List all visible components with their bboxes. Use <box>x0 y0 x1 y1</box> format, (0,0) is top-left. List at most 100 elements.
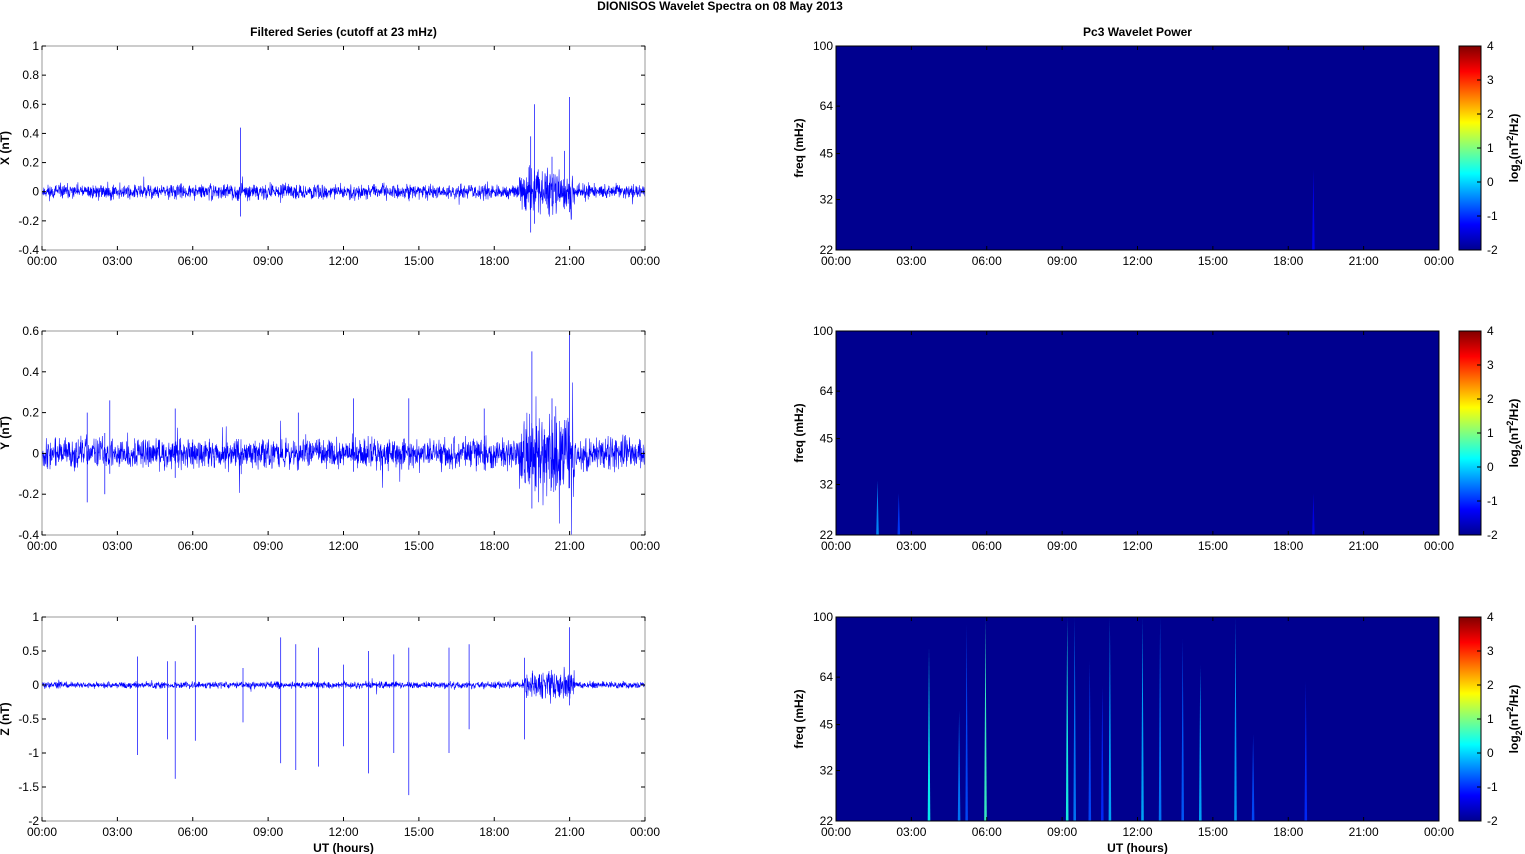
x-power-colorbar-tick-label: 1 <box>1487 141 1494 155</box>
x-series-ytick-label: 0.6 <box>22 97 39 111</box>
z-series-ytick-label: -1.5 <box>18 780 39 794</box>
x-series-ytick-label: 0 <box>32 185 39 199</box>
x-power-colorbar-label: log2(nT2/Hz) <box>1505 114 1524 183</box>
colorbar-label-part: log <box>1507 164 1521 182</box>
z-power-power-streak <box>1181 638 1184 821</box>
x-series-xtick-label: 06:00 <box>178 254 208 268</box>
y-power-power-field <box>836 331 1439 535</box>
z-power-xtick-label: 03:00 <box>896 825 926 839</box>
chart-panels: -0.4-0.200.20.40.60.81X (nT)00:0003:0006… <box>0 25 1524 854</box>
colorbar-label-part: /Hz) <box>1507 399 1521 421</box>
z-series-ytick-label: -1 <box>28 746 39 760</box>
z-series-xtick-label: 06:00 <box>178 825 208 839</box>
z-power-power-streak <box>1234 617 1237 821</box>
y-series-xtick-label: 00:00 <box>27 539 57 553</box>
x-power-ylabel: freq (mHz) <box>792 118 806 177</box>
z-series-panel: -2 -1.5 -1 -0.5 0 0.5 1 Z (nT) 00:00 03:00 06:00 09… <box>0 610 660 854</box>
z-power-ytick-label: 22 <box>820 814 834 828</box>
x-series-xtick-label: 03:00 <box>102 254 132 268</box>
y-series-xtick-label: 15:00 <box>404 539 434 553</box>
z-power-ylabel: freq (mHz) <box>792 689 806 748</box>
y-power-ytick-label: 45 <box>820 432 834 446</box>
y-series-ytick-label: -0.2 <box>18 487 39 501</box>
z-series-ytick-label: -2 <box>28 814 39 828</box>
colorbar-label-part: 2 <box>1505 707 1515 712</box>
z-power-power-streak <box>957 710 961 821</box>
z-power-power-streak <box>1158 617 1162 821</box>
y-series-panel: -0.4 -0.2 0 0.2 0.4 0.6 Y (nT) 00:00 03:00 06:00 0… <box>0 324 660 553</box>
x-series-xtick-label: 21:00 <box>555 254 585 268</box>
y-power-xtick-label: 06:00 <box>972 539 1002 553</box>
colorbar-label-part: 2 <box>1514 730 1524 735</box>
x-power-ytick-label: 32 <box>820 193 834 207</box>
colorbar-label-part: (nT <box>1507 711 1521 730</box>
z-series-ytick-label: 1 <box>32 610 39 624</box>
x-series-panel: -0.4 -0.2 0 0.2 0.4 0.6 0.8 1 X (nT) 00:00 03:00 06… <box>0 25 660 268</box>
x-series-xtick-label: 18:00 <box>479 254 509 268</box>
y-power-xtick-label: 03:00 <box>896 539 926 553</box>
z-series-ytick-label: 0 <box>32 678 39 692</box>
x-power-xtick-label: 18:00 <box>1273 254 1303 268</box>
y-power-xtick-label: 00:00 <box>821 539 851 553</box>
z-power-xtick-label: 12:00 <box>1122 825 1152 839</box>
colorbar-label-part: 2 <box>1505 421 1515 426</box>
x-power-colorbar-tick-label: 4 <box>1487 39 1494 53</box>
z-power-power-streak <box>1101 685 1104 821</box>
y-series-ytick-label: 0.6 <box>22 324 39 338</box>
y-power-colorbar-tick-label: 1 <box>1487 426 1494 440</box>
y-power-ytick-label: 64 <box>820 384 834 398</box>
y-series-xtick-label: 09:00 <box>253 539 283 553</box>
figure-title: DIONISOS Wavelet Spectra on 08 May 2013 <box>597 0 843 13</box>
z-power-colorbar-tick-label: 2 <box>1487 678 1494 692</box>
x-power-xtick-label: 15:00 <box>1198 254 1228 268</box>
colorbar-label-part: 2 <box>1514 444 1524 449</box>
z-power-colorbar-tick-label: 3 <box>1487 644 1494 658</box>
z-power-power-streak <box>1251 733 1255 821</box>
x-power-ytick-label: 45 <box>820 147 834 161</box>
z-power-xtick-label: 09:00 <box>1047 825 1077 839</box>
x-series-ytick-label: 0.2 <box>22 156 39 170</box>
y-series-ytick-label: 0 <box>32 446 39 460</box>
y-power-power-streak <box>876 480 879 535</box>
z-series-xtick-label: 09:00 <box>253 825 283 839</box>
y-power-xtick-label: 15:00 <box>1198 539 1228 553</box>
y-power-colorbar-tick-label: -1 <box>1487 494 1498 508</box>
y-power-power-streak <box>897 493 901 535</box>
y-power-xtick-label: 00:00 <box>1424 539 1454 553</box>
z-power-ytick-label: 64 <box>820 670 834 684</box>
z-power-power-streak <box>1304 681 1308 821</box>
y-series-plot-area <box>42 331 645 535</box>
z-power-power-streak <box>984 617 987 821</box>
colorbar-label-part: (nT <box>1507 425 1521 444</box>
x-power-colorbar-tick-label: 3 <box>1487 73 1494 87</box>
colorbar-label-part: /Hz) <box>1507 685 1521 707</box>
y-power-colorbar-tick-label: 0 <box>1487 460 1494 474</box>
z-series-xtick-label: 03:00 <box>102 825 132 839</box>
x-series-ytick-label: 0.8 <box>22 68 39 82</box>
y-power-xtick-label: 09:00 <box>1047 539 1077 553</box>
x-series-trace <box>41 165 646 220</box>
z-power-ytick-label: 45 <box>820 718 834 732</box>
y-power-power-streak <box>1312 493 1315 535</box>
z-power-xtick-label: 15:00 <box>1198 825 1228 839</box>
z-power-power-field <box>836 617 1439 821</box>
y-power-ytick-label: 100 <box>813 324 833 338</box>
colorbar-label-part: log <box>1507 449 1521 467</box>
z-power-ytick-label: 100 <box>813 610 833 624</box>
z-power-xtick-label: 00:00 <box>1424 825 1454 839</box>
x-series-xtick-label: 12:00 <box>328 254 358 268</box>
y-series-xtick-label: 06:00 <box>178 539 208 553</box>
y-power-colorbar-tick-label: 4 <box>1487 324 1494 338</box>
y-power-colorbar-tick-label: -2 <box>1487 528 1498 542</box>
z-power-colorbar-tick-label: 0 <box>1487 746 1494 760</box>
y-power-ylabel: freq (mHz) <box>792 403 806 462</box>
x-power-colorbar-tick-label: -1 <box>1487 209 1498 223</box>
z-series-xlabel: UT (hours) <box>313 841 374 854</box>
x-series-ytick-label: 0.4 <box>22 126 39 140</box>
x-series-ytick-label: -0.2 <box>18 214 39 228</box>
